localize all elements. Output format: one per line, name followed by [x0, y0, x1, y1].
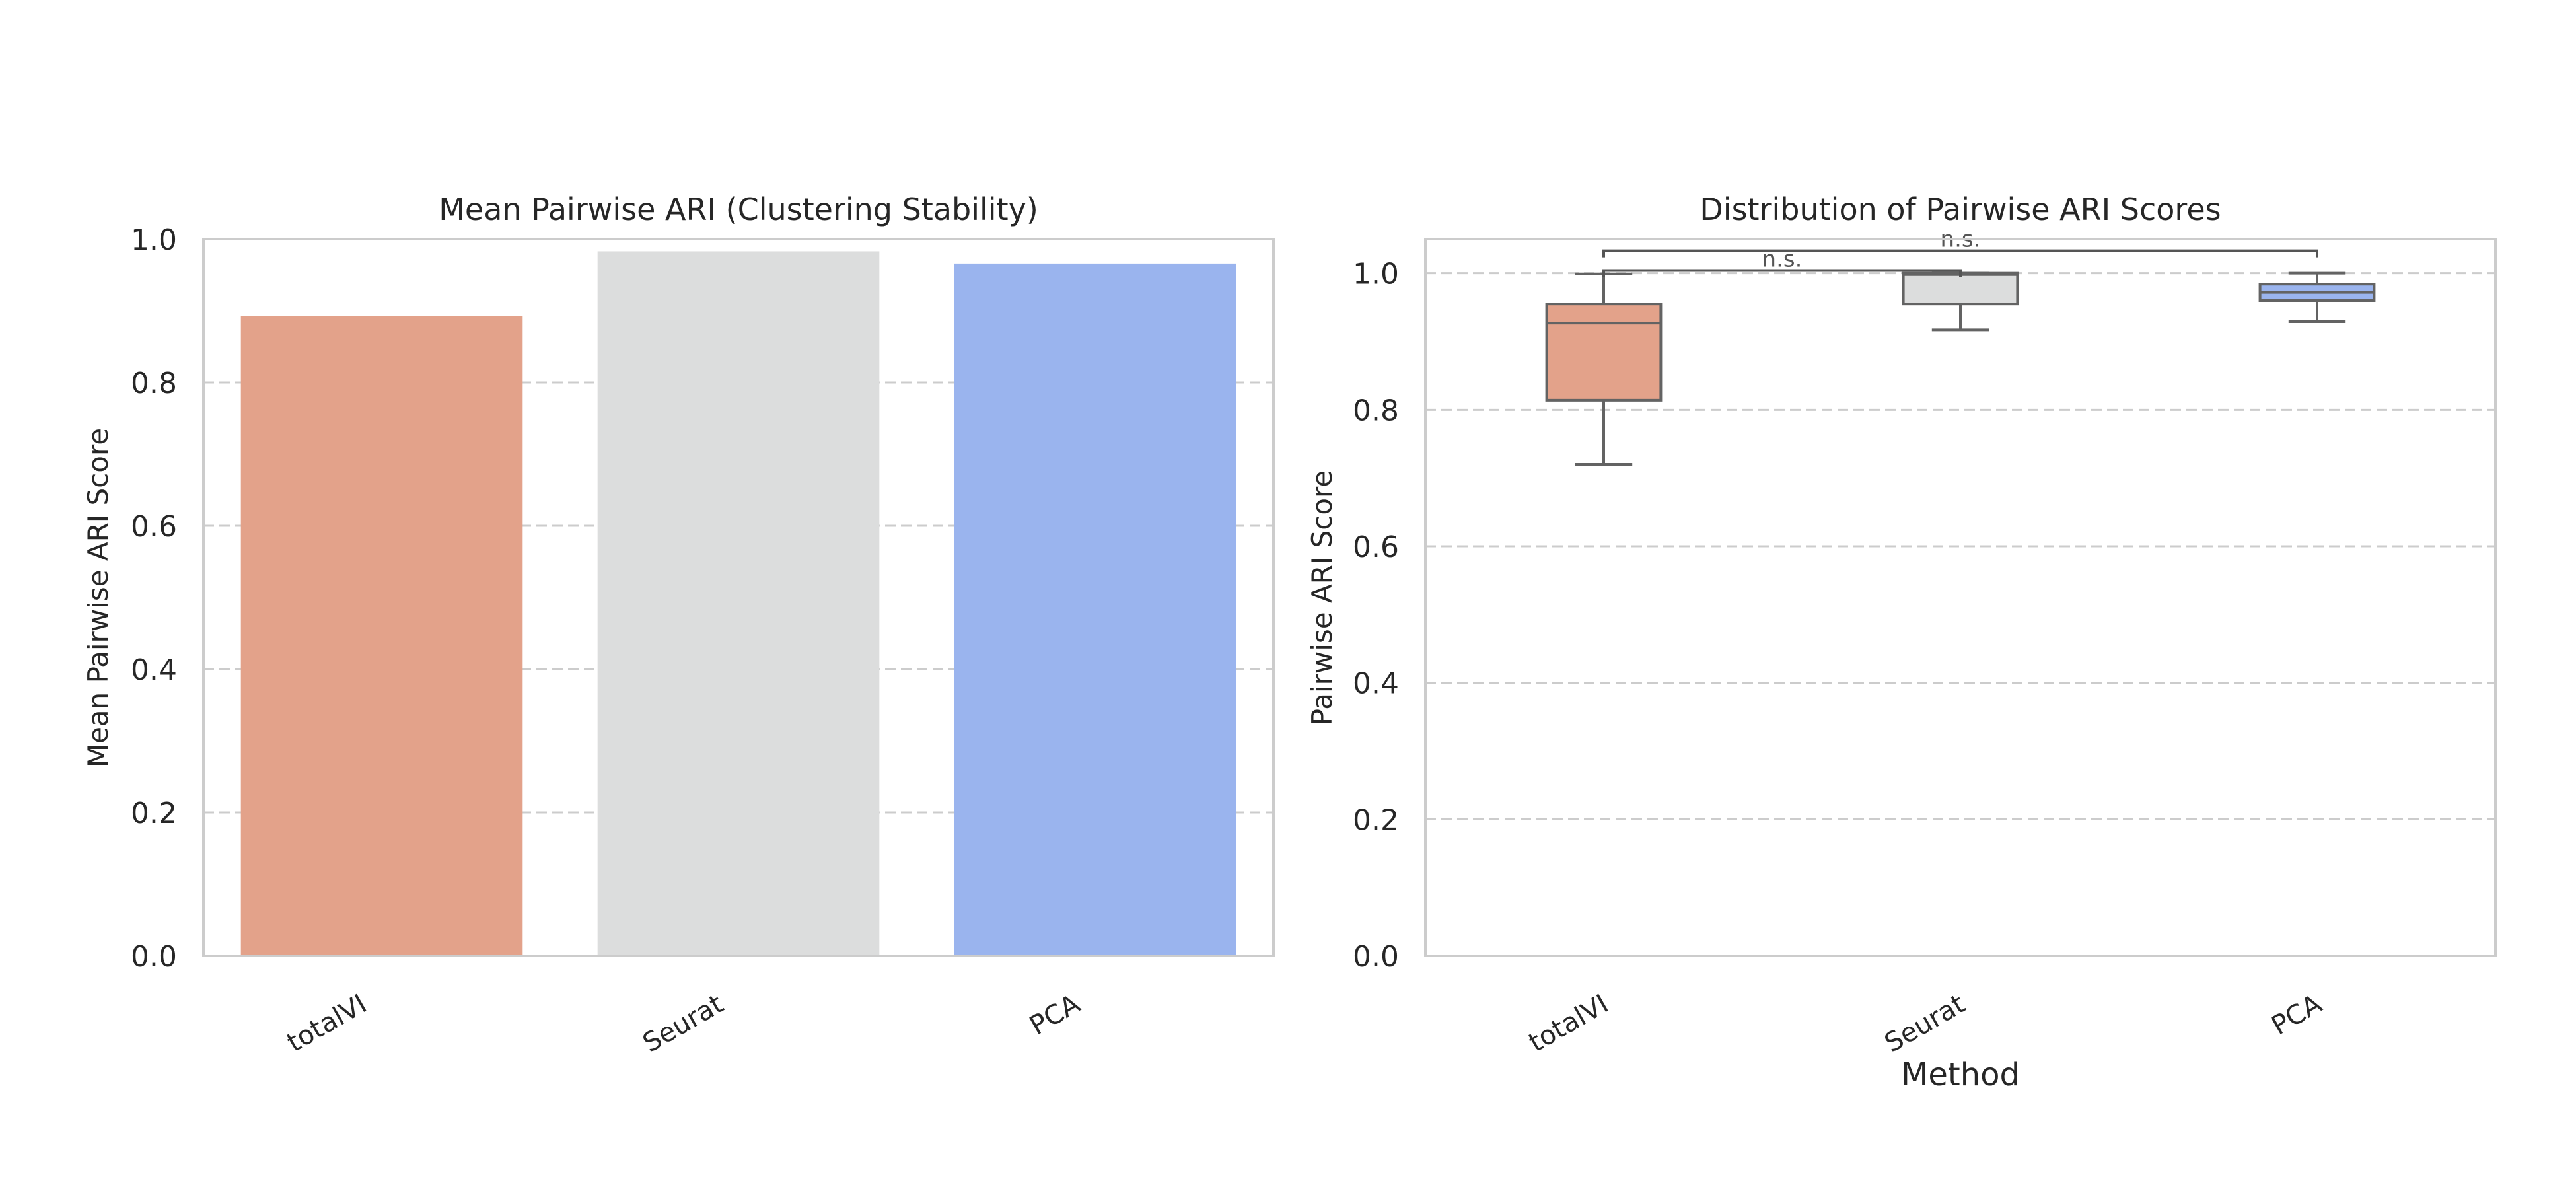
bar-y-tick-label: 0.6 [131, 510, 177, 544]
bar-y-tick-label: 0.4 [131, 653, 177, 687]
box-x-axis-label: Method [1901, 1056, 2020, 1093]
bar-totalvi [240, 316, 523, 956]
bar-y-tick-label: 0.2 [131, 797, 177, 830]
bar-marks [240, 251, 1236, 956]
box-y-ticks: 0.0 0.2 0.4 0.6 0.8 1.0 [1353, 258, 1399, 974]
box-y-tick-label: 1.0 [1353, 258, 1399, 291]
box-y-tick-label: 0.2 [1353, 803, 1399, 837]
box-chart-title: Distribution of Pairwise ARI Scores [1699, 192, 2221, 227]
bar-chart-title: Mean Pairwise ARI (Clustering Stability) [439, 192, 1038, 227]
box-y-tick-label: 0.4 [1353, 667, 1399, 701]
box-y-tick-label: 0.8 [1353, 394, 1399, 427]
bar-y-axis-label: Mean Pairwise ARI Score [82, 428, 114, 768]
box-y-axis-label: Pairwise ARI Score [1306, 470, 1338, 726]
bar-y-tick-label: 0.0 [131, 940, 177, 974]
bar-chart-panel: 0.00.20.40.60.81.0 totalVI Seurat PCA Mean… [82, 192, 1275, 1059]
bar-pca [954, 263, 1236, 956]
box-marks [1545, 271, 2376, 466]
box-y-tick-label: 0.6 [1353, 530, 1399, 564]
box-pca [2258, 271, 2376, 324]
bar-seurat [597, 251, 880, 956]
box-plot-frame [1424, 238, 2497, 957]
iqr-box [1902, 271, 2019, 306]
significance-bracket [1602, 249, 2318, 258]
iqr-box [1545, 303, 1663, 402]
significance-bracket [1602, 269, 1962, 277]
bar-y-tick-label: 0.8 [131, 367, 177, 400]
box-y-tick-label: 0.0 [1353, 940, 1399, 974]
bar-y-ticks: 0.0 0.2 0.4 0.6 0.8 1.0 [131, 223, 177, 974]
bar-y-tick-label: 1.0 [131, 223, 177, 257]
significance-annotations: n.s.n.s. [1602, 227, 2318, 277]
bar-plot-frame [202, 238, 1275, 957]
